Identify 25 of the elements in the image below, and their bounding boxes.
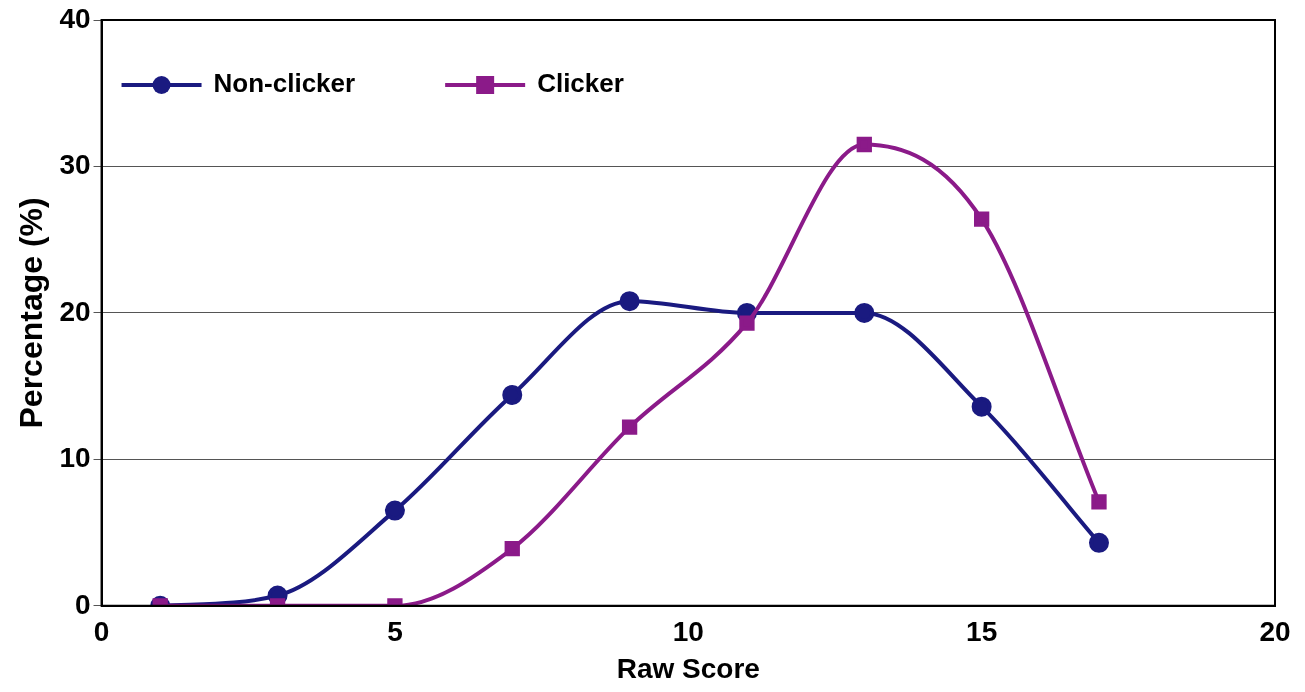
point: [854, 302, 875, 323]
y-tick-label: 30: [59, 149, 91, 181]
x-tick-label: 10: [672, 616, 704, 648]
point: [973, 211, 990, 227]
point: [971, 396, 992, 417]
legend-label: Clicker: [537, 68, 624, 99]
point: [621, 419, 638, 435]
point: [504, 541, 520, 557]
y-tick-label: 40: [59, 2, 91, 34]
point: [619, 291, 640, 312]
legend-label: Non-clicker: [213, 68, 356, 99]
point: [739, 315, 755, 331]
y-axis-title: Percentage (%): [13, 197, 50, 429]
y-tick-label: 10: [59, 442, 91, 474]
point: [1091, 494, 1107, 510]
point: [856, 136, 872, 153]
x-axis-title: Raw Score: [616, 652, 760, 684]
x-tick-label: 20: [1259, 616, 1291, 648]
y-tick-label: 0: [74, 588, 91, 620]
x-tick-label: 5: [387, 616, 403, 648]
point: [384, 500, 405, 521]
x-tick-label: 15: [966, 616, 998, 648]
point: [502, 384, 523, 405]
point: [1088, 532, 1109, 553]
y-tick-label: 20: [59, 295, 91, 327]
